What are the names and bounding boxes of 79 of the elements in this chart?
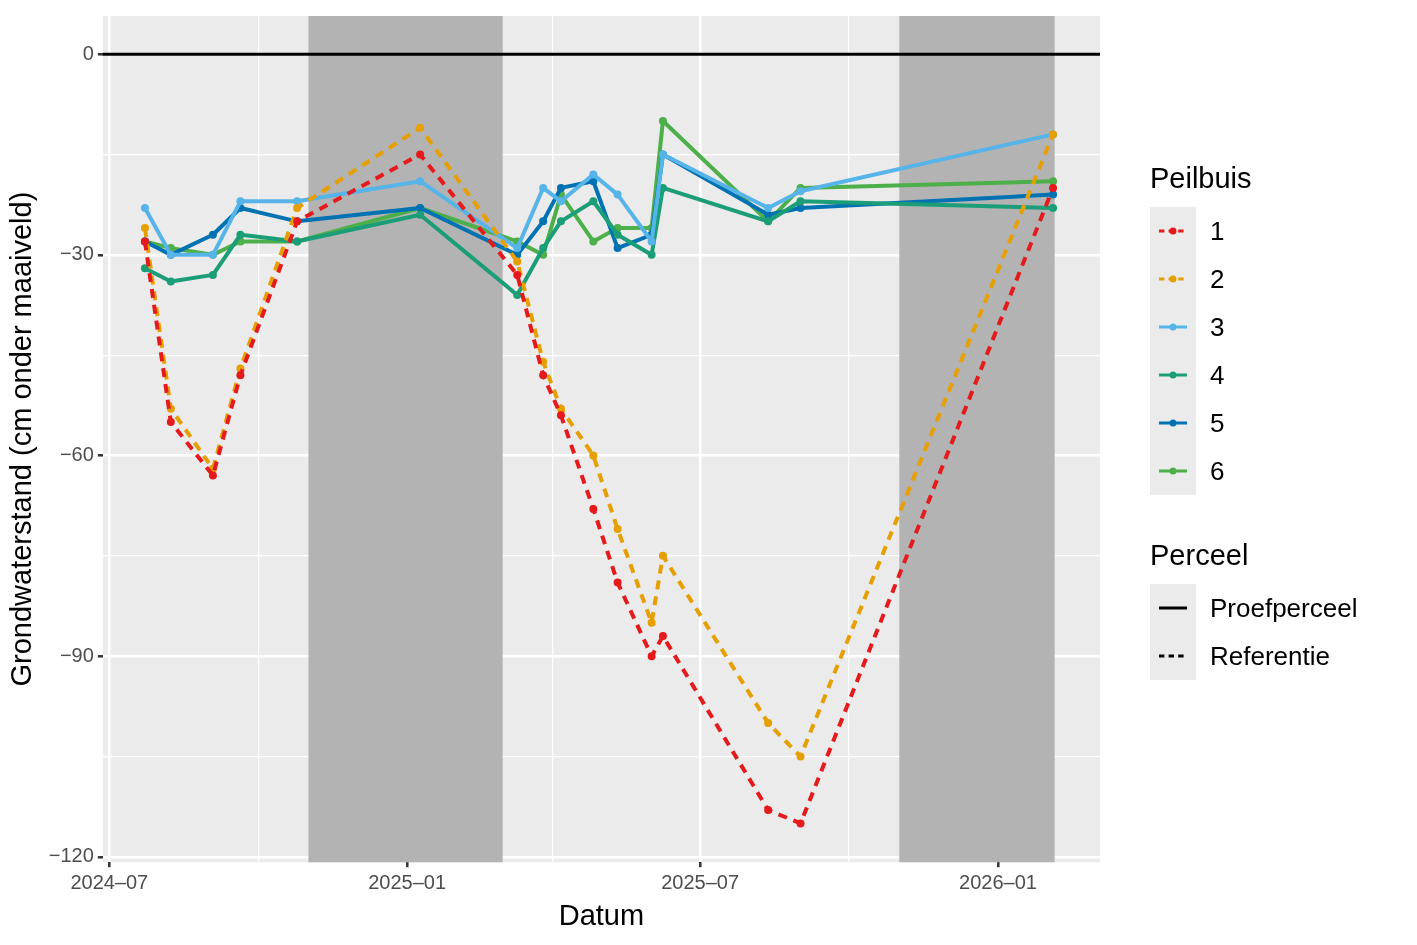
point (1049, 203, 1058, 212)
point (589, 451, 598, 460)
x-axis-title: Datum (558, 898, 645, 931)
x-tick-label: 2026–01 (959, 870, 1037, 893)
point (613, 525, 622, 534)
point (589, 505, 598, 513)
point (796, 203, 805, 212)
text: Perceel (1150, 539, 1250, 572)
legend-label: 3 (1210, 311, 1225, 343)
y-tick-label: −90 (59, 643, 94, 666)
point (556, 183, 565, 192)
point (513, 290, 522, 299)
point (513, 270, 522, 279)
legend-title: Peilbuis (1150, 162, 1253, 195)
point (236, 197, 245, 206)
point (556, 411, 565, 420)
y-axis-title: Grondwaterstand (cm onder maaiveld) (5, 191, 38, 687)
point (293, 203, 302, 212)
point (208, 230, 217, 239)
x-tick-label: 2025–07 (661, 870, 740, 893)
point (539, 217, 548, 226)
point (140, 264, 149, 273)
point (796, 819, 805, 828)
point (658, 117, 667, 126)
point (647, 250, 656, 259)
point (1049, 177, 1058, 186)
point (140, 203, 149, 212)
point (796, 187, 805, 196)
point (236, 371, 245, 380)
point (796, 752, 805, 761)
point (556, 217, 565, 226)
point (208, 471, 217, 480)
point (416, 177, 425, 186)
point (1049, 183, 1058, 192)
point (613, 244, 622, 253)
point (513, 244, 522, 253)
legend-label: 5 (1210, 407, 1225, 439)
point (589, 237, 598, 246)
point (764, 719, 773, 728)
legend-label: 6 (1210, 455, 1225, 487)
point (764, 806, 773, 815)
point (613, 190, 622, 199)
point (1049, 190, 1058, 199)
point (589, 170, 598, 179)
point (513, 257, 522, 266)
point (613, 578, 622, 587)
point (416, 210, 425, 219)
point (539, 244, 548, 253)
point (293, 197, 302, 206)
y-tick-label: −60 (59, 443, 94, 465)
point (416, 150, 425, 159)
point (208, 270, 217, 279)
point (796, 197, 805, 206)
point (140, 224, 149, 233)
point (613, 230, 622, 239)
y-tick-label: −30 (59, 242, 94, 265)
point (589, 197, 598, 206)
point (764, 203, 773, 212)
legend-label: 2 (1210, 263, 1225, 295)
legend-label: 4 (1210, 359, 1225, 391)
x-tick-label: 2025–01 (368, 870, 447, 893)
text: Referentie (1210, 640, 1330, 672)
point (658, 632, 667, 641)
point (658, 551, 667, 560)
y-tick-label: −120 (48, 844, 94, 867)
point (166, 277, 175, 286)
point (539, 371, 548, 380)
text: Proefperceel (1210, 592, 1358, 624)
point (166, 418, 175, 427)
y-tick-label: 0 (82, 41, 94, 64)
point (647, 237, 656, 246)
point (647, 652, 656, 661)
legend-label: 1 (1210, 215, 1225, 247)
point (416, 123, 425, 132)
point (647, 618, 656, 627)
point (236, 230, 245, 239)
x-tick-label: 2024–07 (70, 870, 149, 893)
point (539, 183, 548, 192)
point (556, 197, 565, 206)
